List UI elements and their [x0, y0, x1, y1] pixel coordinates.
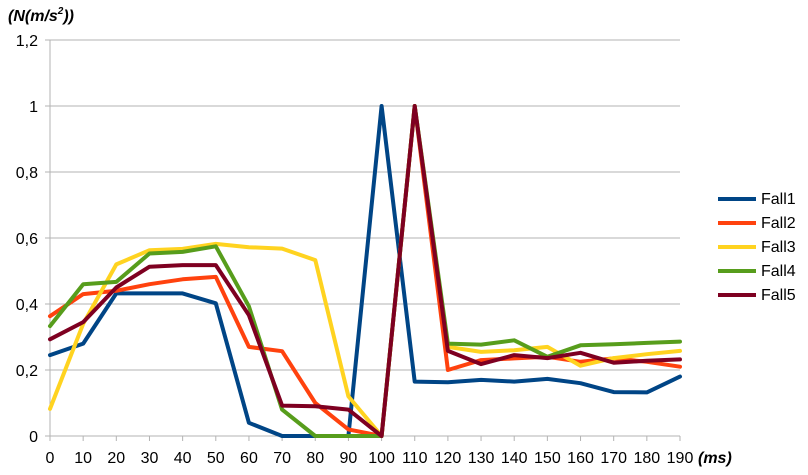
legend-item-fall4: Fall4: [718, 263, 796, 280]
series-line-fall1: [48, 104, 682, 438]
legend-item-fall1: Fall1: [718, 191, 796, 208]
legend-label: Fall3: [761, 239, 796, 256]
legend-item-fall5: Fall5: [718, 287, 796, 304]
x-tick-label: 50: [207, 450, 225, 467]
series-lines: [48, 104, 682, 438]
x-tick-label: 190: [667, 450, 694, 467]
x-tick-label: 180: [633, 450, 660, 467]
x-tick-label: 130: [468, 450, 495, 467]
legend-label: Fall5: [761, 287, 796, 304]
series-line-fall5: [48, 104, 682, 438]
x-tick-label: 40: [174, 450, 192, 467]
x-tick-label: 20: [107, 450, 125, 467]
series-line-fall4: [48, 104, 682, 438]
y-tick-label: 0,8: [16, 165, 38, 182]
legend-label: Fall2: [761, 215, 796, 232]
x-tick-label: 60: [240, 450, 258, 467]
y-tick-label: 1,2: [16, 33, 38, 50]
legend-label: Fall4: [761, 263, 796, 280]
x-tick-label: 90: [340, 450, 358, 467]
series-line-fall3: [48, 104, 682, 438]
y-tick-label: 0,2: [16, 363, 38, 380]
y-tick-labels: 0 0,2 0,4 0,6 0,8 1 1,2: [16, 33, 38, 446]
x-tick-labels: 0 10 20 30 40 50 60 70 80 90 100 110 120 130 140 150 160…: [46, 450, 694, 467]
y-tick-label: 0,4: [16, 297, 38, 314]
axes: [45, 39, 681, 441]
legend-item-fall3: Fall3: [718, 239, 796, 256]
x-tick-label: 150: [534, 450, 561, 467]
x-tick-label: 80: [306, 450, 324, 467]
y-axis-title: (N(m/s2)): [8, 6, 74, 25]
x-tick-label: 120: [435, 450, 462, 467]
x-tick-label: 100: [368, 450, 395, 467]
y-tick-label: 0,6: [16, 231, 38, 248]
x-tick-label: 0: [46, 450, 55, 467]
grid-lines: [50, 39, 680, 371]
y-tick-label: 0: [29, 429, 38, 446]
x-tick-label: 170: [600, 450, 627, 467]
y-tick-label: 1: [29, 99, 38, 116]
legend-item-fall2: Fall2: [718, 215, 796, 232]
legend-label: Fall1: [761, 191, 796, 208]
x-tick-label: 110: [402, 450, 428, 467]
x-axis-title: (ms): [698, 450, 732, 467]
x-tick-label: 160: [567, 450, 594, 467]
x-tick-label: 30: [141, 450, 159, 467]
x-tick-label: 10: [74, 450, 92, 467]
legend: Fall1 Fall2 Fall3 Fall4 Fall5: [718, 191, 796, 304]
x-tick-label: 70: [273, 450, 291, 467]
x-tick-label: 140: [501, 450, 528, 467]
